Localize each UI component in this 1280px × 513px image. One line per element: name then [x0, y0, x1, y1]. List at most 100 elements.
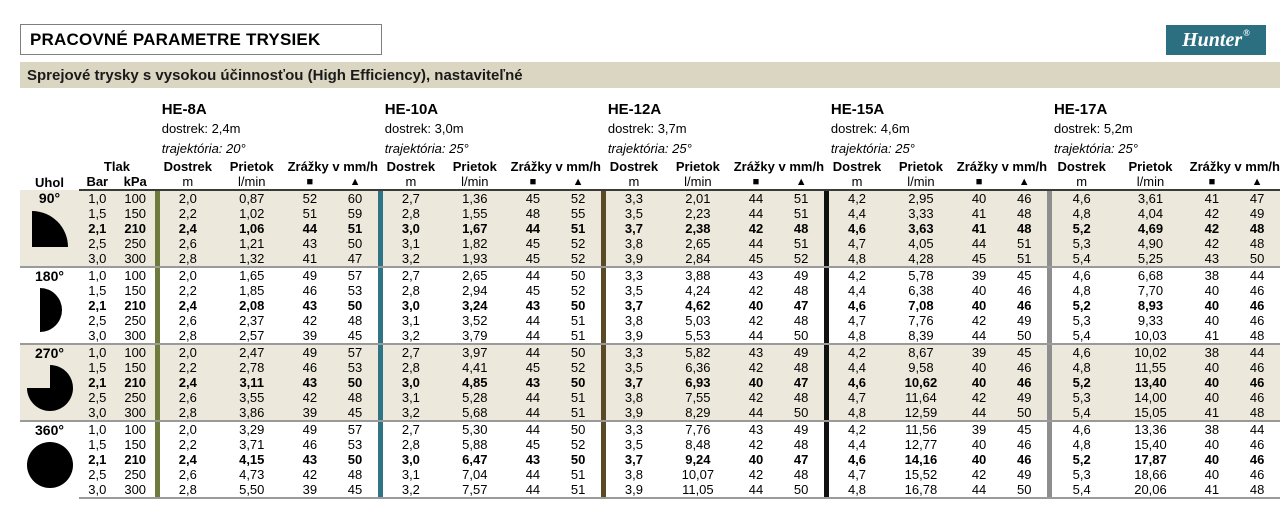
- cell-zrazky-square: 45: [525, 283, 541, 298]
- cell-zrazky-triangle: 48: [1001, 206, 1048, 221]
- cell-zrazky-triangle: 45: [332, 482, 378, 499]
- cell-zrazky-square: 45: [510, 236, 556, 251]
- nozzle-trajectory: trajektória: 25°: [384, 141, 469, 156]
- cell-zrazky-square: 41: [1189, 190, 1235, 206]
- table-row: 2,5 250 2,6 2,37 42 48 3,1 3,52 44 51 3,8 5,03 42 48 4…: [20, 313, 1280, 328]
- cell-prietok: 5,68: [438, 405, 511, 421]
- cell-zrazky-square: 39: [287, 482, 333, 499]
- header-row: HE-8A HE-10A HE-12A HE-15A HE-17A: [20, 95, 1280, 118]
- cell-zrazky-square: 44: [748, 328, 764, 343]
- cell-zrazky-triangle: 46: [1001, 375, 1048, 390]
- group-divider: [377, 283, 383, 298]
- cell-dostrek: 2,8: [382, 360, 439, 375]
- cell-dostrek: 4,6: [847, 452, 867, 467]
- cell-dostrek: 2,6: [159, 236, 216, 251]
- cell-dostrek: 5,3: [1051, 236, 1112, 251]
- group-divider: [377, 452, 383, 467]
- cell-zrazky-triangle: 44: [1234, 343, 1280, 360]
- cell-zrazky-triangle: 47: [778, 375, 825, 390]
- cell-zrazky-triangle: 44: [1234, 420, 1280, 437]
- cell-zrazky-square: 44: [525, 467, 541, 482]
- cell-kpa: 100: [115, 266, 155, 283]
- cell-zrazky-triangle: 50: [332, 236, 378, 251]
- cell-prietok: 5,78: [885, 266, 957, 283]
- cell-zrazky-square: 46: [302, 437, 318, 452]
- cell-bar: 1,0: [79, 420, 116, 437]
- group-divider: [1047, 190, 1052, 206]
- cell-zrazky-square: 49: [287, 420, 333, 437]
- cell-dostrek: 2,0: [159, 266, 216, 283]
- cell-prietok: 18,66: [1134, 467, 1167, 482]
- cell-dostrek: 3,2: [382, 405, 439, 421]
- group-divider: [600, 190, 606, 206]
- cell-zrazky-triangle: 52: [570, 437, 586, 452]
- col-header-dostrek: Dostrek: [609, 159, 659, 174]
- cell-zrazky-square: 41: [956, 221, 1002, 236]
- cell-dostrek: 2,8: [401, 283, 420, 298]
- cell-zrazky-triangle: 50: [1234, 251, 1280, 267]
- cell-zrazky-triangle: 53: [332, 360, 378, 375]
- table-row: 3,0 300 2,8 1,32 41 47 3,2 1,93 45 52 3,9 2,84 45 52 4…: [20, 251, 1280, 267]
- cell-zrazky-triangle: 50: [555, 375, 601, 390]
- group-divider: [1047, 298, 1052, 313]
- cell-prietok: 6,36: [662, 360, 734, 375]
- group-divider: [377, 405, 383, 421]
- group-divider: [600, 420, 606, 437]
- cell-prietok: 4,41: [438, 360, 511, 375]
- cell-zrazky-square: 44: [510, 482, 556, 499]
- cell-prietok: 2,65: [438, 266, 511, 283]
- cell-dostrek: 2,6: [178, 467, 197, 482]
- cell-zrazky-triangle: 52: [778, 251, 825, 267]
- table-row: 3,0 300 2,8 5,50 39 45 3,2 7,57 44 51 3,9 11,05 44 50…: [20, 482, 1280, 499]
- group-divider: [1047, 360, 1052, 375]
- cell-zrazky-triangle: 48: [1234, 405, 1280, 421]
- cell-dostrek: 5,4: [1051, 482, 1112, 499]
- cell-dostrek: 2,2: [159, 206, 216, 221]
- cell-zrazky-square: 38: [1189, 420, 1235, 437]
- cell-dostrek: 2,8: [159, 482, 216, 499]
- cell-prietok: 3,33: [885, 206, 957, 221]
- cell-zrazky-triangle: 46: [1234, 390, 1280, 405]
- cell-zrazky-triangle: 50: [793, 328, 809, 343]
- col-header-dostrek: Dostrek: [163, 159, 213, 174]
- group-divider: [154, 452, 160, 467]
- cell-zrazky-square: 41: [1189, 482, 1235, 499]
- cell-prietok: 5,03: [685, 313, 711, 328]
- col-header-prietok: Prietok: [675, 159, 720, 174]
- col-header-m: m: [1051, 174, 1112, 191]
- cell-prietok: 3,55: [215, 390, 288, 405]
- cell-zrazky-triangle: 48: [778, 390, 825, 405]
- cell-prietok: 4,62: [685, 298, 711, 313]
- angle-cell: 180°: [20, 266, 79, 344]
- cell-prietok: 3,63: [885, 221, 957, 236]
- group-divider: [824, 328, 829, 344]
- cell-zrazky-square: 41: [1204, 328, 1220, 343]
- cell-zrazky-square: 48: [510, 206, 556, 221]
- half-circle-icon: [20, 288, 79, 332]
- cell-zrazky-triangle: 46: [1001, 190, 1048, 206]
- group-divider: [824, 375, 829, 390]
- cell-zrazky-triangle: 46: [1249, 283, 1265, 298]
- group-divider: [600, 251, 606, 267]
- cell-zrazky-square: 42: [748, 283, 764, 298]
- cell-prietok: 2,95: [885, 190, 957, 206]
- angle-label: 180°: [35, 268, 64, 284]
- group-divider: [1047, 251, 1052, 267]
- cell-prietok: 10,07: [681, 467, 715, 482]
- subtitle-band: Sprejové trysky s vysokou účinnosťou (Hi…: [20, 62, 1280, 88]
- cell-prietok: 8,29: [662, 405, 734, 421]
- table-row: 3,0 300 2,8 3,86 39 45 3,2 5,68 44 51 3,9 8,29 44 50 4…: [20, 405, 1280, 421]
- cell-dostrek: 4,2: [828, 266, 886, 283]
- cell-bar: 1,5: [88, 437, 107, 452]
- cell-zrazky-square: 39: [956, 343, 1002, 360]
- cell-zrazky-triangle: 46: [1016, 283, 1032, 298]
- cell-zrazky-triangle: 59: [332, 206, 378, 221]
- cell-dostrek: 4,7: [828, 236, 886, 251]
- cell-zrazky-triangle: 55: [555, 206, 601, 221]
- cell-bar: 1,0: [79, 266, 116, 283]
- cell-prietok: 14,00: [1111, 390, 1190, 405]
- cell-prietok: 3,79: [462, 328, 488, 343]
- cell-dostrek: 3,7: [624, 452, 643, 467]
- cell-prietok: 4,04: [1111, 206, 1190, 221]
- column-header-row: Uhol Tlak Dostrek Prietok Zrážky v mm/h Dostr…: [20, 158, 1280, 190]
